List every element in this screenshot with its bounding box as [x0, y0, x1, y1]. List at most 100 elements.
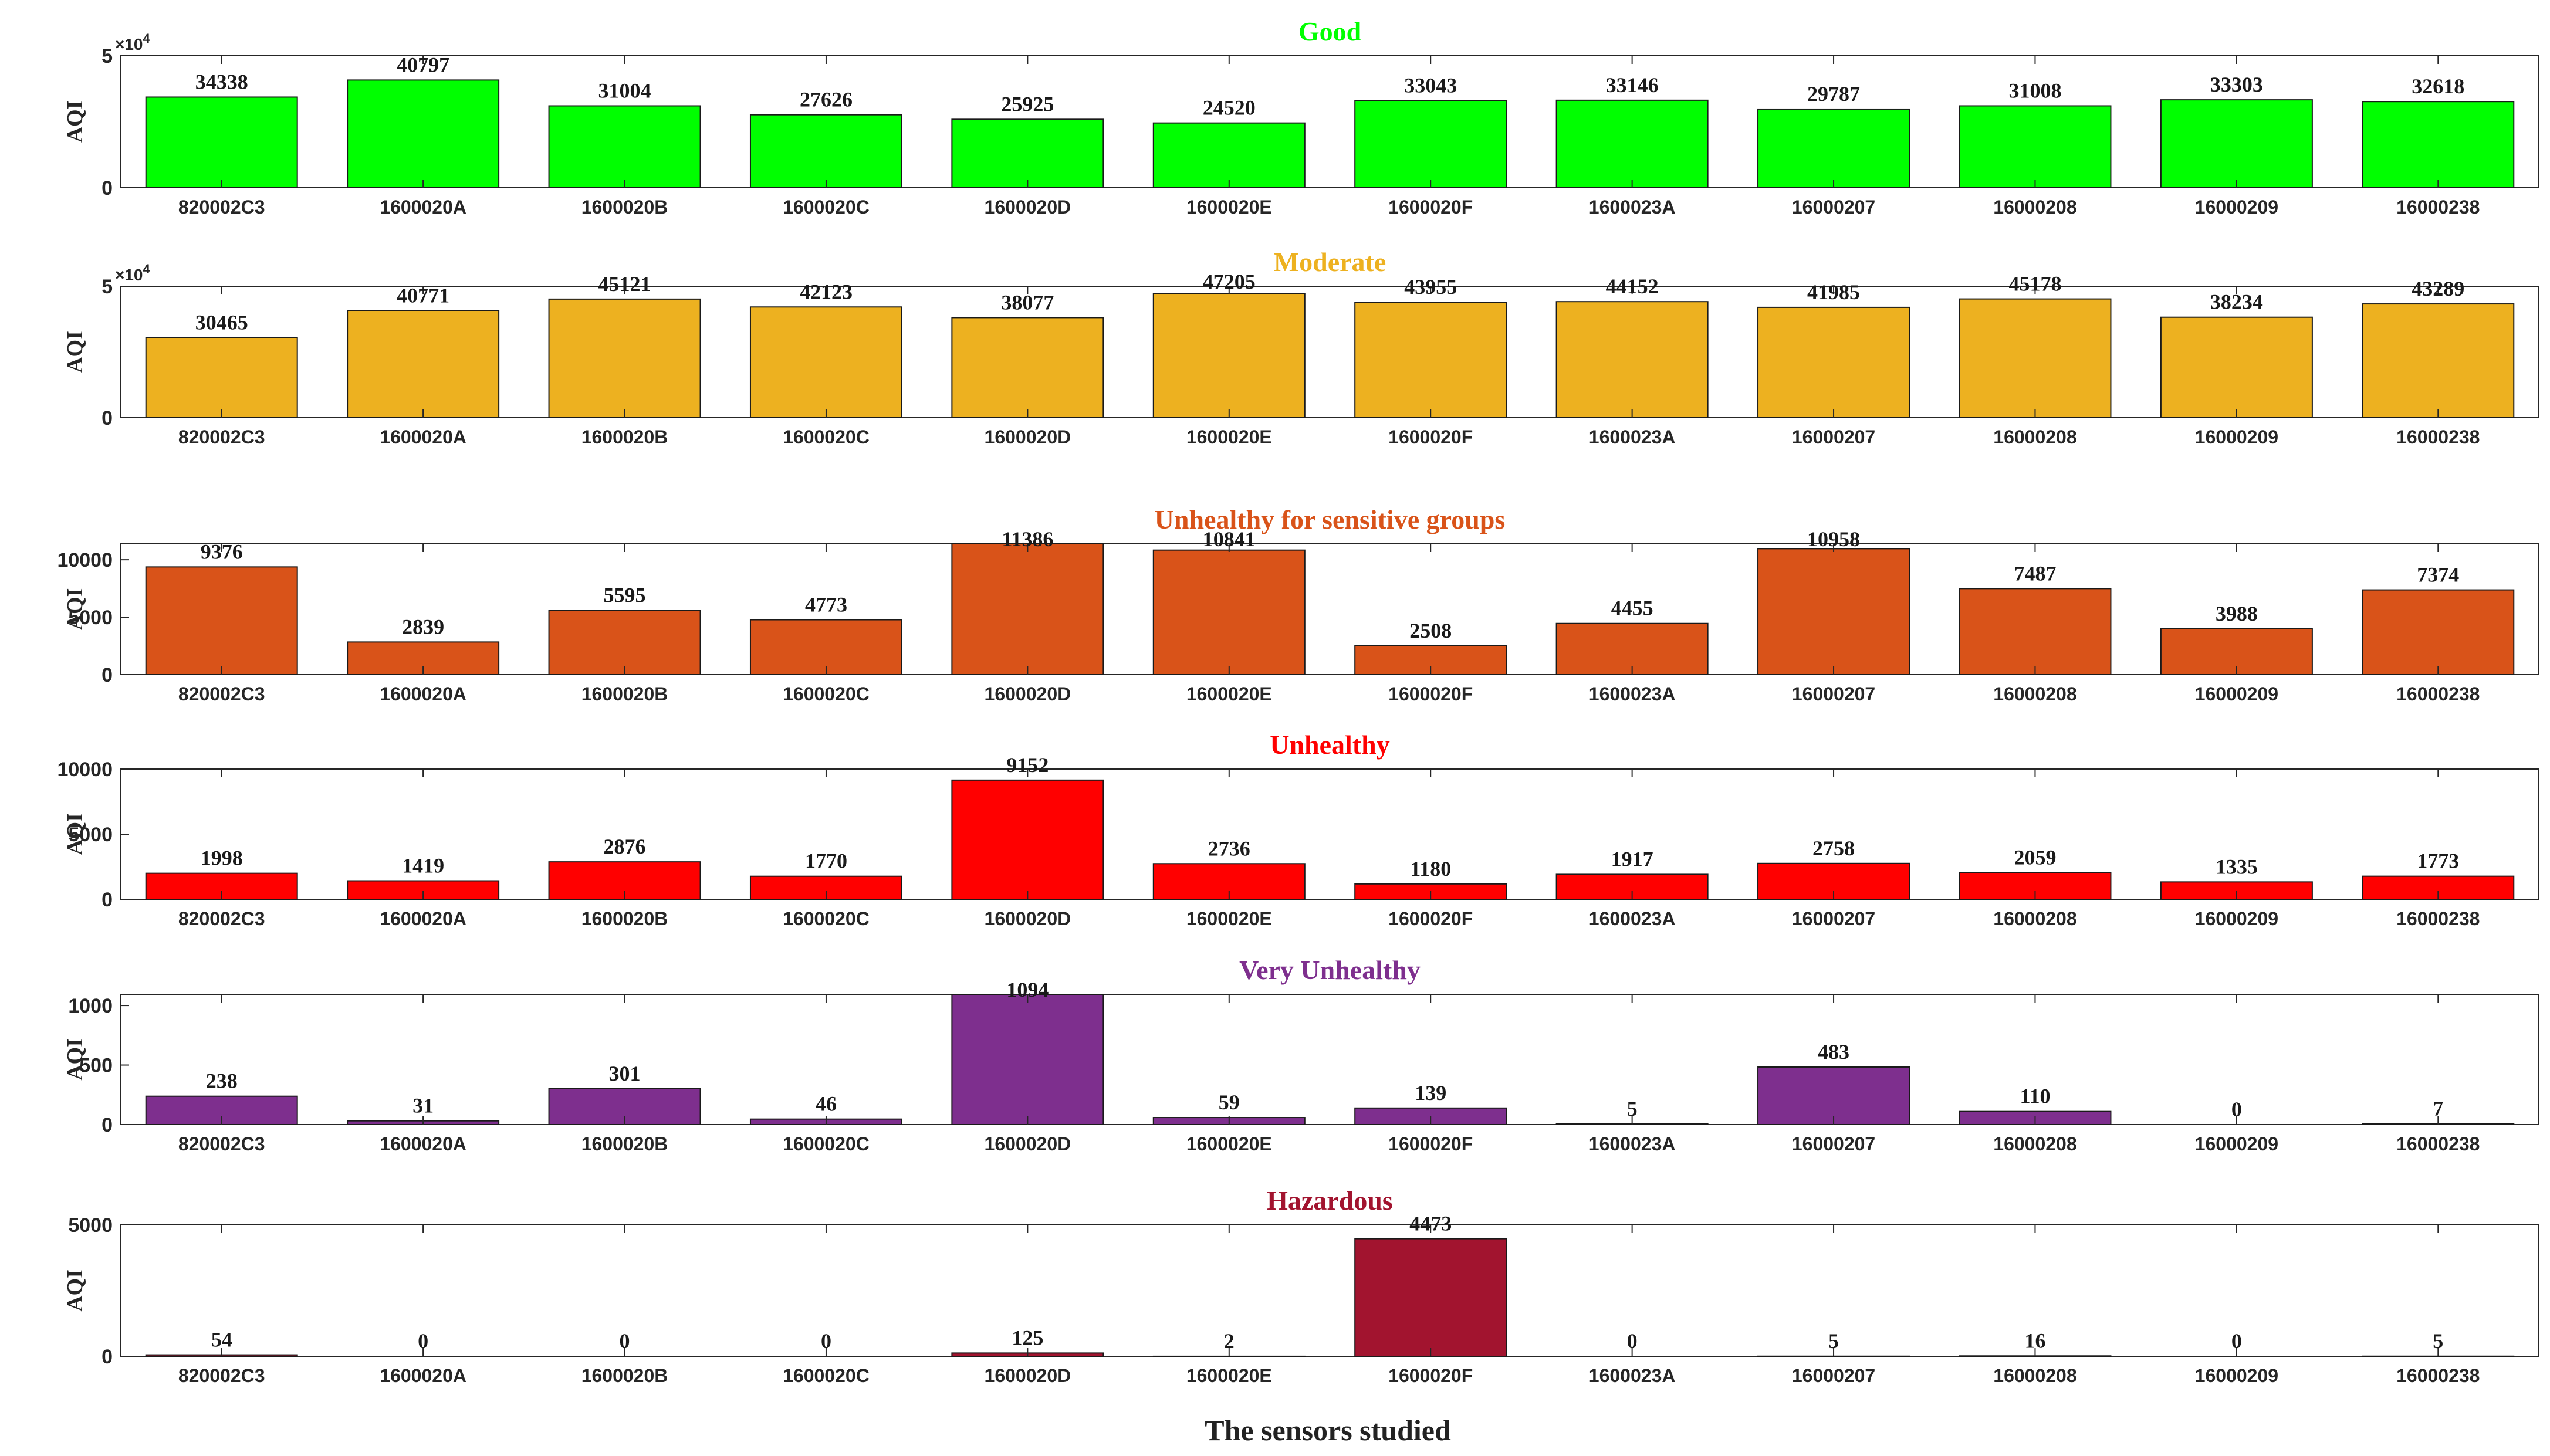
x-tick-label: 16000208 — [1993, 1133, 2076, 1154]
x-axis-label: The sensors studied — [1205, 1414, 1451, 1447]
bar-value-label: 44152 — [1606, 275, 1659, 298]
x-tick-label: 1600020A — [380, 1133, 466, 1154]
bar-value-label: 47205 — [1203, 270, 1256, 293]
bar-value-label: 10841 — [1203, 527, 1256, 551]
x-tick-label: 1600020C — [783, 683, 870, 705]
bar-value-label: 5 — [1627, 1097, 1638, 1120]
x-tick-label: 16000238 — [2396, 1133, 2480, 1154]
bar — [1557, 302, 1708, 418]
x-tick-label: 1600020E — [1186, 1133, 1272, 1154]
x-tick-label: 16000208 — [1993, 426, 2076, 448]
bar — [1355, 1239, 1506, 1356]
x-tick-label: 1600020D — [985, 1365, 1071, 1386]
bar — [952, 780, 1103, 899]
x-tick-label: 820002C3 — [178, 197, 265, 218]
bar-value-label: 29787 — [1807, 82, 1860, 106]
bar-value-label: 10958 — [1807, 527, 1860, 551]
bar — [1959, 106, 2111, 188]
y-tick-label: 0 — [102, 1346, 113, 1368]
bar — [549, 299, 701, 418]
bar-value-label: 0 — [620, 1329, 630, 1353]
x-tick-label: 1600020F — [1388, 426, 1473, 448]
bar-value-label: 32618 — [2412, 75, 2464, 98]
x-tick-label: 820002C3 — [178, 908, 265, 929]
bar — [2362, 304, 2514, 418]
x-tick-label: 16000238 — [2396, 426, 2480, 448]
bar — [1557, 100, 1708, 188]
bar-value-label: 59 — [1219, 1091, 1240, 1114]
x-tick-label: 16000209 — [2195, 908, 2278, 929]
bar — [1154, 294, 1305, 418]
bar-value-label: 2758 — [1812, 837, 1855, 860]
x-tick-label: 1600020F — [1388, 197, 1473, 218]
x-tick-label: 16000209 — [2195, 426, 2278, 448]
bar-value-label: 2876 — [604, 835, 646, 858]
bar — [750, 620, 902, 675]
bar-value-label: 0 — [821, 1329, 831, 1353]
x-tick-label: 1600020E — [1186, 1365, 1272, 1386]
x-tick-label: 16000238 — [2396, 683, 2480, 705]
bar-value-label: 0 — [2231, 1329, 2242, 1353]
x-tick-label: 1600023A — [1589, 426, 1676, 448]
y-axis-label: AQI — [63, 588, 87, 631]
bar-value-label: 1419 — [402, 854, 444, 877]
x-tick-label: 1600023A — [1589, 197, 1676, 218]
x-tick-label: 1600020D — [985, 908, 1071, 929]
bar — [750, 115, 902, 188]
bar — [1355, 302, 1506, 418]
panel-title: Very Unhealthy — [1239, 955, 1421, 985]
y-tick-label: 5000 — [68, 1214, 113, 1237]
bar — [952, 119, 1103, 188]
bar-value-label: 54 — [211, 1328, 232, 1352]
y-tick-label: 0 — [102, 177, 113, 199]
bar-value-label: 33303 — [2210, 73, 2263, 96]
y-exponent-label: ×104 — [115, 262, 151, 284]
bar — [1959, 299, 2111, 418]
x-tick-label: 1600023A — [1589, 683, 1676, 705]
bar-value-label: 110 — [2020, 1085, 2050, 1108]
bar — [952, 317, 1103, 418]
bar-value-label: 30465 — [195, 311, 248, 334]
x-tick-label: 820002C3 — [178, 683, 265, 705]
y-tick-label: 0 — [102, 889, 113, 911]
x-tick-label: 1600020A — [380, 426, 466, 448]
x-tick-label: 1600020B — [581, 908, 668, 929]
bar — [549, 610, 701, 675]
x-tick-label: 1600020B — [581, 426, 668, 448]
x-tick-label: 1600020C — [783, 197, 870, 218]
bar-value-label: 1335 — [2216, 855, 2258, 878]
axes-frame — [121, 769, 2539, 899]
x-tick-label: 16000208 — [1993, 197, 2076, 218]
x-tick-label: 16000207 — [1792, 683, 1875, 705]
x-tick-label: 1600020D — [985, 197, 1071, 218]
bar-value-label: 45121 — [598, 272, 651, 296]
y-tick-label: 0 — [102, 407, 113, 429]
x-tick-label: 820002C3 — [178, 1365, 265, 1386]
bar-value-label: 43289 — [2412, 277, 2464, 300]
x-tick-label: 16000207 — [1792, 426, 1875, 448]
x-tick-label: 1600020F — [1388, 683, 1473, 705]
bar-value-label: 0 — [1627, 1329, 1638, 1353]
bar-value-label: 7374 — [2417, 563, 2459, 587]
x-tick-label: 16000238 — [2396, 908, 2480, 929]
bar-value-label: 7487 — [2014, 561, 2056, 585]
bar — [1758, 1067, 1909, 1125]
x-tick-label: 1600020A — [380, 197, 466, 218]
bar — [1154, 550, 1305, 675]
bar-value-label: 4455 — [1611, 597, 1653, 620]
bar-value-label: 0 — [2231, 1098, 2242, 1121]
bar-value-label: 38234 — [2210, 290, 2263, 314]
x-tick-label: 820002C3 — [178, 426, 265, 448]
x-tick-label: 820002C3 — [178, 1133, 265, 1154]
y-tick-label: 10000 — [57, 549, 113, 571]
bar-value-label: 9376 — [201, 540, 243, 563]
axes-frame — [121, 994, 2539, 1125]
bar — [1154, 123, 1305, 188]
bar-value-label: 43955 — [1404, 275, 1457, 299]
bar — [1959, 588, 2111, 675]
bar-value-label: 1917 — [1611, 847, 1653, 871]
bar-value-label: 46 — [816, 1092, 837, 1116]
x-tick-label: 1600020B — [581, 1133, 668, 1154]
x-tick-label: 16000208 — [1993, 683, 2076, 705]
